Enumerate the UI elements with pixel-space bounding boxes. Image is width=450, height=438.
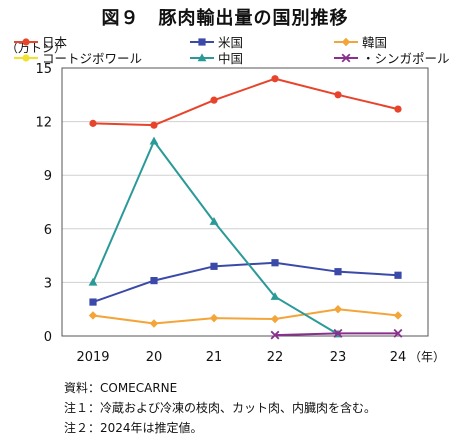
chart-notes: 資料：COMECARNE 注１：冷蔵および冷凍の枝肉、カット肉、内臓肉を含む。 … <box>64 378 376 438</box>
data-point <box>394 271 402 279</box>
series-line <box>92 308 399 325</box>
data-point <box>210 96 218 104</box>
legend-marker <box>341 53 351 63</box>
data-point <box>393 328 403 338</box>
data-point <box>210 262 218 270</box>
data-point <box>88 311 98 320</box>
line-chart: 0 3 6 9 12 15 2019 20 21 22 23 24 （万トン） （年） 日本 米国 韓国コートジ… <box>6 35 450 365</box>
y-tick-label: 0 <box>44 330 52 345</box>
data-point <box>89 298 97 306</box>
legend-marker <box>197 53 207 62</box>
x-tick-label: 21 <box>206 350 223 365</box>
data-point <box>334 268 342 276</box>
data-point <box>149 319 159 328</box>
data-point <box>209 313 219 323</box>
data-point <box>393 311 403 320</box>
y-tick-label: 12 <box>35 116 52 131</box>
data-point <box>270 314 280 324</box>
note-1: 注１：冷蔵および冷凍の枝肉、カット肉、内臓肉を含む。 <box>64 401 377 415</box>
x-tick-label: 2019 <box>76 350 109 365</box>
y-tick-label: 6 <box>44 223 52 238</box>
y-tick-label: 15 <box>35 62 52 77</box>
y-unit-label: （万トン） <box>6 41 66 55</box>
legend-label: 韓国 <box>362 35 387 50</box>
legend-label: コートジボワール <box>42 51 142 66</box>
x-unit-label: （年） <box>409 350 445 364</box>
data-point <box>149 136 159 145</box>
legend-marker <box>198 38 206 46</box>
x-tick-label: 20 <box>146 350 163 365</box>
plot-area <box>61 67 429 337</box>
source-note: 資料：COMECARNE <box>64 381 178 395</box>
legend-marker <box>22 54 30 62</box>
data-point <box>270 292 280 300</box>
chart-title: 図９ 豚肉輸出量の国別推移 <box>101 8 349 29</box>
series-line <box>92 77 399 127</box>
data-point <box>271 259 279 267</box>
y-tick-label: 3 <box>44 276 52 291</box>
data-point <box>88 277 98 286</box>
data-point <box>270 330 280 340</box>
x-tick-label: 22 <box>267 350 284 365</box>
data-point <box>150 277 158 285</box>
legend-label: ・シンガポール <box>362 51 450 66</box>
legend-label: 中国 <box>218 51 243 66</box>
data-point <box>333 305 343 314</box>
data-point <box>271 75 279 83</box>
data-point <box>209 217 219 225</box>
data-point <box>334 91 342 99</box>
data-point <box>150 121 158 129</box>
x-tick-label: 23 <box>330 350 347 365</box>
data-point <box>89 119 97 127</box>
legend-marker <box>341 37 351 47</box>
legend-label: 日本 <box>42 35 68 50</box>
y-tick-label: 9 <box>44 169 52 184</box>
note-2: 注２：2024年は推定値。 <box>64 421 203 435</box>
legend-marker <box>22 38 30 46</box>
legend-label: 米国 <box>218 35 243 50</box>
data-point <box>394 105 402 113</box>
data-point <box>333 328 343 338</box>
series-line <box>92 140 339 336</box>
series-line <box>92 261 399 303</box>
x-tick-label: 24 <box>390 350 407 365</box>
